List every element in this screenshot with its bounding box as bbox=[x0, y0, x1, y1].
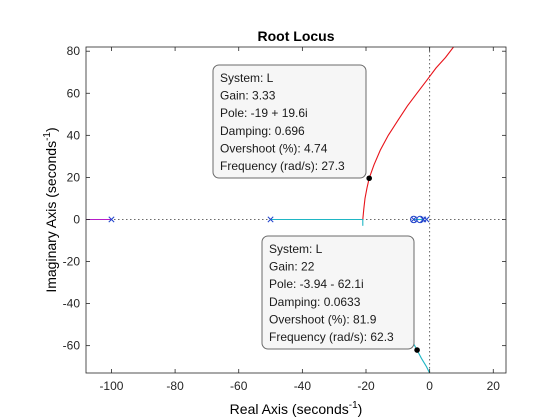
datatip-0-line-4: Overshoot (%): 4.74 bbox=[220, 141, 328, 155]
datatip-box-0 bbox=[212, 64, 367, 179]
locus-branch-cyan-4[interactable] bbox=[410, 339, 431, 373]
x-tick-label-1: -80 bbox=[166, 379, 184, 393]
pole-marker-4[interactable] bbox=[423, 216, 430, 223]
pole-zero-markers bbox=[108, 215, 430, 224]
locus-branch-red-0[interactable] bbox=[362, 47, 454, 220]
y-axis-label-text: Imaginary Axis (seconds bbox=[43, 141, 59, 293]
chart-title: Root Locus bbox=[258, 28, 335, 44]
x-tick-label-2: -60 bbox=[230, 379, 248, 393]
datatip-0-line-5: Frequency (rad/s): 27.3 bbox=[220, 159, 345, 173]
y-tick-label-3: 0 bbox=[73, 212, 80, 226]
datatip-0-line-0: System: L bbox=[220, 71, 274, 85]
x-tick-label-6: 20 bbox=[487, 379, 501, 393]
datatip-0-line-3: Damping: 0.696 bbox=[220, 124, 305, 138]
y-tick-label-2: -20 bbox=[63, 255, 81, 269]
datatip-0-line-1: Gain: 3.33 bbox=[220, 89, 276, 103]
x-axis-label-suffix: ) bbox=[358, 401, 363, 417]
x-tick-label-5: 0 bbox=[426, 379, 433, 393]
y-tick-label-7: 80 bbox=[67, 44, 81, 58]
y-axis-label: Imaginary Axis (seconds-1) bbox=[42, 127, 59, 292]
datatip-1[interactable]: System: L Gain: 22 Pole: -3.94 - 62.1i Damp… bbox=[261, 235, 420, 353]
y-tick-label-4: 20 bbox=[67, 170, 81, 184]
y-tick-label-5: 40 bbox=[67, 128, 81, 142]
y-tick-label-0: -60 bbox=[63, 339, 81, 353]
datatip-1-line-0: System: L bbox=[269, 242, 323, 256]
pole-marker-0[interactable] bbox=[108, 216, 115, 223]
x-axis-label-sup: -1 bbox=[349, 400, 358, 411]
axis-ticks: -100 -80 -60 -40 -20 0 20 -60 -40 -20 0 20 40 60 80 bbox=[63, 44, 506, 393]
datatip-1-line-2: Pole: -3.94 - 62.1i bbox=[269, 277, 364, 291]
datatip-1-line-1: Gain: 22 bbox=[269, 260, 315, 274]
pole-marker-2[interactable] bbox=[410, 216, 417, 223]
y-axis-label-sup: -1 bbox=[42, 132, 53, 141]
datatip-box-1 bbox=[261, 235, 415, 350]
datatip-1-line-4: Overshoot (%): 81.9 bbox=[269, 312, 377, 326]
datatip-0[interactable]: System: L Gain: 3.33 Pole: -19 + 19.6i Damp… bbox=[212, 64, 372, 182]
x-axis-label: Real Axis (seconds-1) bbox=[230, 400, 363, 417]
selected-point-0[interactable] bbox=[366, 175, 372, 182]
pole-marker-1[interactable] bbox=[267, 216, 274, 223]
y-tick-label-1: -40 bbox=[63, 297, 81, 311]
x-tick-label-0: -100 bbox=[99, 379, 123, 393]
axes-box bbox=[85, 46, 507, 374]
x-axis-label-text: Real Axis (seconds bbox=[230, 401, 349, 417]
x-tick-label-4: -20 bbox=[357, 379, 375, 393]
x-tick-label-3: -40 bbox=[294, 379, 312, 393]
datatip-0-line-2: Pole: -19 + 19.6i bbox=[220, 106, 308, 120]
y-tick-label-6: 60 bbox=[67, 86, 81, 100]
datatip-1-line-5: Frequency (rad/s): 62.3 bbox=[269, 330, 394, 344]
y-axis-label-suffix: ) bbox=[43, 127, 59, 132]
data-tips: System: L Gain: 3.33 Pole: -19 + 19.6i Damp… bbox=[212, 64, 420, 353]
locus-branches bbox=[86, 47, 454, 373]
datatip-1-line-3: Damping: 0.0633 bbox=[269, 295, 361, 309]
selected-point-1[interactable] bbox=[414, 347, 420, 353]
